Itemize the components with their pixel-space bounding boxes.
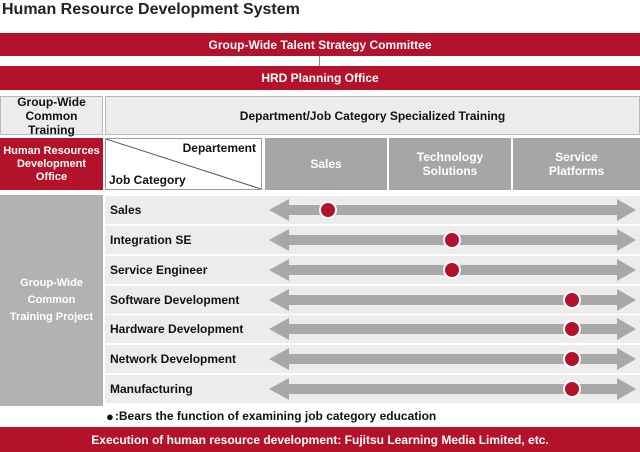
job-row-label: Network Development [110, 352, 237, 366]
range-arrow [269, 289, 636, 311]
arrow-shape [269, 199, 636, 221]
job-row: Service Engineer [105, 256, 640, 284]
examining-function-marker [445, 233, 459, 247]
job-row-label: Integration SE [110, 233, 192, 247]
range-arrow [269, 378, 636, 400]
arrow-shape [269, 318, 636, 340]
hrd-office-box: Human Resources Development Office [0, 138, 103, 190]
corner-job-category-label: Job Category [109, 173, 186, 187]
dept-header-service-platforms: Service Platforms [513, 138, 640, 190]
corner-diagonal [106, 139, 261, 189]
job-row-label: Service Engineer [110, 263, 208, 277]
page-title: Human Resource Development System [2, 1, 300, 18]
job-row: Software Development [105, 286, 640, 314]
common-training-box: Group-Wide Common Training [0, 95, 103, 137]
range-arrow [269, 318, 636, 340]
range-arrow [269, 259, 636, 281]
committee-bar: Group-Wide Talent Strategy Committee [0, 33, 640, 56]
arrow-shape [269, 348, 636, 370]
job-row: Manufacturing [105, 375, 640, 403]
job-row-label: Software Development [110, 293, 240, 307]
job-row-label: Sales [110, 203, 142, 217]
dept-header-sales: Sales [265, 138, 387, 190]
examining-function-marker [565, 293, 579, 307]
range-arrow [269, 229, 636, 251]
corner-department-label: Departement [182, 141, 256, 155]
examining-function-marker [321, 203, 335, 217]
footer-bar: Execution of human resource development:… [0, 427, 640, 452]
legend-dot-icon: ● [106, 408, 114, 424]
job-row-label: Hardware Development [110, 322, 244, 336]
legend-text: :Bears the function of examining job cat… [114, 409, 437, 423]
examining-function-marker [565, 352, 579, 366]
job-row-label: Manufacturing [110, 382, 193, 396]
matrix-corner-cell: Departement Job Category [105, 138, 262, 190]
examining-function-marker [445, 263, 459, 277]
job-row: Hardware Development [105, 315, 640, 343]
legend: ● :Bears the function of examining job c… [106, 407, 640, 425]
specialized-training-box: Department/Job Category Specialized Trai… [105, 96, 640, 135]
examining-function-marker [565, 322, 579, 336]
connector-line [319, 56, 320, 66]
job-row: Integration SE [105, 226, 640, 254]
arrow-shape [269, 378, 636, 400]
examining-function-marker [565, 382, 579, 396]
arrow-shape [269, 289, 636, 311]
job-row: Sales [105, 196, 640, 224]
range-arrow [269, 348, 636, 370]
hrd-planning-office-bar: HRD Planning Office [0, 66, 640, 90]
dept-header-technology-solutions: Technology Solutions [389, 138, 511, 190]
range-arrow [269, 199, 636, 221]
common-training-project-box: Group-Wide Common Training Project [0, 195, 103, 406]
job-row: Network Development [105, 345, 640, 373]
